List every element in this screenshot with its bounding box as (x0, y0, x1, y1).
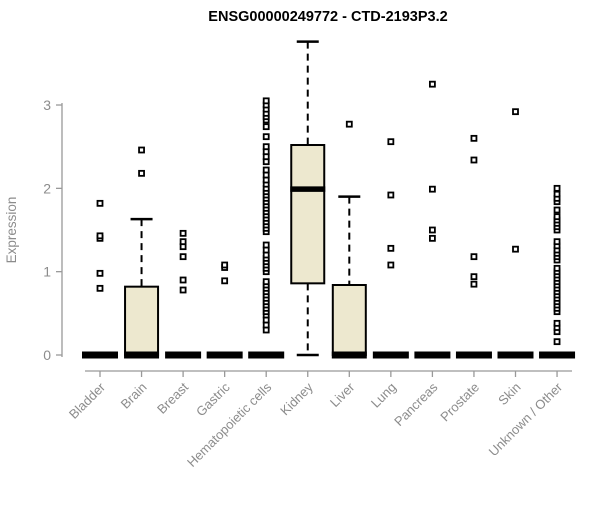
outlier-point (179, 238, 187, 246)
outlier-point (262, 241, 270, 249)
outlier-point (96, 269, 104, 277)
y-tick-label: 2 (43, 180, 51, 196)
outlier-point (470, 156, 478, 164)
collapsed-box-median (455, 351, 492, 359)
x-tick-label: Unknown / Other (486, 379, 566, 459)
collapsed-box-median (414, 351, 451, 359)
x-tick-label: Pancreas (391, 379, 441, 429)
chart-title: ENSG00000249772 - CTD-2193P3.2 (208, 9, 447, 25)
x-tick-label: Bladder (66, 379, 109, 422)
collapsed-box-median (372, 351, 409, 359)
x-tick-label: Kidney (277, 379, 316, 418)
x-tick-label: Gastric (193, 379, 233, 419)
outlier-point (221, 277, 229, 285)
collapsed-box-median (206, 351, 243, 359)
outlier-point (387, 138, 395, 146)
x-tick-label: Liver (327, 379, 358, 410)
outlier-point (221, 261, 229, 269)
outlier-point (262, 97, 270, 105)
outlier-point (428, 185, 436, 193)
x-tick-label: Skin (495, 380, 523, 408)
box (290, 144, 326, 285)
x-tick-label: Breast (154, 379, 191, 416)
outlier-point (96, 232, 104, 240)
outlier-point (262, 143, 270, 151)
outlier-point (387, 244, 395, 252)
box (124, 285, 160, 356)
outlier-point (387, 261, 395, 269)
outlier-point (553, 184, 561, 192)
outlier-point (553, 264, 561, 272)
collapsed-box-median (165, 351, 202, 359)
x-tick-label: Prostate (437, 380, 482, 425)
outlier-point (262, 123, 270, 131)
collapsed-box-median (539, 351, 576, 359)
outlier-point (553, 238, 561, 246)
outlier-point (512, 245, 519, 253)
outlier-point (428, 234, 436, 242)
outlier-point (262, 166, 270, 174)
outlier-point (470, 134, 478, 142)
outlier-point (262, 278, 270, 286)
collapsed-box-median (248, 351, 285, 359)
outlier-point (553, 338, 561, 346)
x-tick-label: Brain (118, 380, 150, 412)
y-tick-label: 3 (43, 97, 51, 113)
outlier-point (387, 191, 395, 199)
outlier-point (345, 120, 353, 128)
y-tick-label: 0 (43, 347, 51, 363)
outlier-point (96, 199, 104, 207)
outlier-point (553, 319, 561, 327)
collapsed-box-median (497, 351, 534, 359)
outlier-point (138, 169, 145, 177)
outlier-point (553, 206, 561, 214)
outlier-point (179, 276, 187, 284)
y-tick-label: 1 (43, 264, 51, 280)
outlier-point (138, 146, 145, 154)
outlier-point (428, 80, 436, 88)
outlier-point (179, 286, 187, 294)
x-tick-label: Lung (368, 380, 399, 411)
outlier-point (179, 229, 187, 237)
outlier-point (262, 133, 270, 141)
y-axis-title: Expression (4, 197, 19, 264)
outlier-point (553, 213, 561, 221)
outlier-point (512, 108, 519, 116)
outlier-point (179, 253, 187, 261)
outlier-point (428, 226, 436, 234)
outlier-point (470, 253, 478, 261)
collapsed-box-median (82, 351, 118, 359)
box (331, 284, 367, 357)
outlier-point (553, 190, 561, 198)
outlier-point (470, 273, 478, 281)
outlier-point (470, 280, 478, 288)
outlier-point (96, 284, 104, 292)
